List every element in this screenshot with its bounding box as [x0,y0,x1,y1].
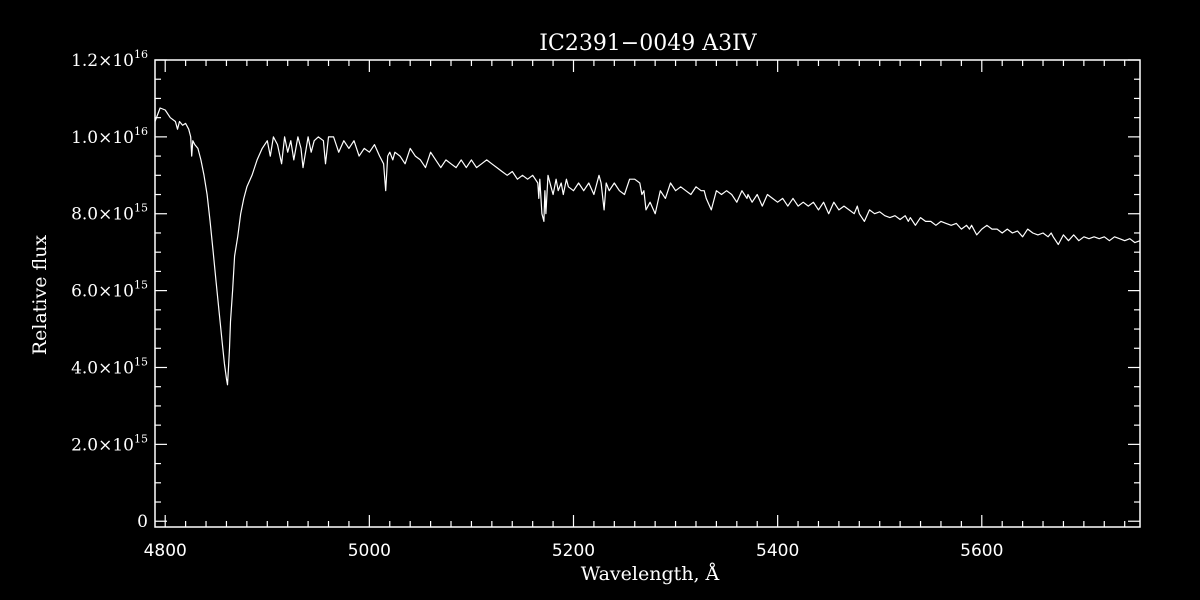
plot-frame [154,59,1141,528]
y-tick-label: 4.0×1015 [71,355,148,378]
x-axis-label: Wavelength, Å [581,563,720,585]
chart-title: IC2391−0049 A3IV [539,31,758,56]
y-tick-label: 8.0×1015 [71,202,148,225]
x-tick-label: 4800 [144,541,187,561]
x-tick-label: 5200 [552,541,595,561]
x-tick-label: 5600 [960,541,1003,561]
series-spectrum-line [154,107,1141,386]
x-tick-label: 5000 [348,541,391,561]
y-tick-label: 2.0×1015 [71,432,148,455]
y-axis-label: Relative flux [29,235,51,356]
y-axis-ticks: 0 2.0×1015 4.0×1015 6.0×1015 8.0×1015 1.0×101… [71,48,1140,532]
y-tick-label: 0 [137,512,148,532]
y-tick-label: 1.0×1016 [71,125,148,148]
y-tick-label: 1.2×1016 [71,48,148,71]
x-axis-ticks: 4800 5000 5200 5400 5600 [144,60,1126,561]
y-tick-label: 6.0×1015 [71,279,148,302]
x-tick-label: 5400 [756,541,799,561]
